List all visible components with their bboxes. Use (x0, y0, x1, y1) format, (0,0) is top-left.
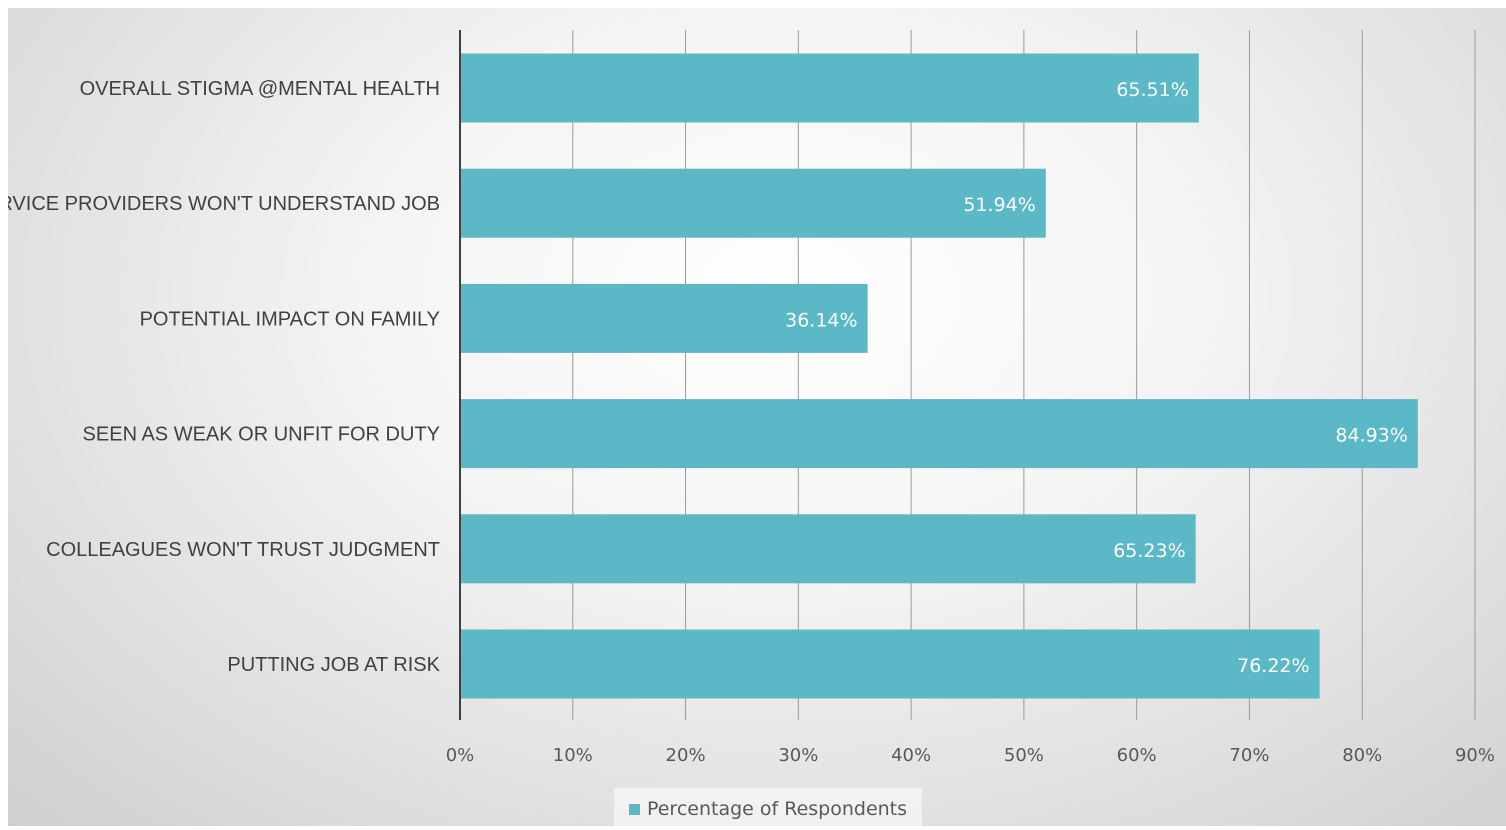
data-label: 51.94% (963, 194, 1035, 216)
data-label: 65.23% (1113, 540, 1185, 562)
x-tick-label: 90% (1455, 745, 1495, 766)
x-tick-label: 20% (666, 745, 706, 766)
bar (460, 53, 1199, 123)
category-label: SERVICE PROVIDERS WON'T UNDERSTAND JOB (8, 193, 440, 215)
bar (460, 283, 868, 353)
bar (460, 629, 1320, 699)
data-label: 36.14% (785, 309, 857, 331)
data-label: 65.51% (1116, 79, 1188, 101)
x-tick-label: 80% (1342, 745, 1382, 766)
data-label: 84.93% (1335, 425, 1407, 447)
bar (460, 399, 1418, 469)
category-label: COLLEAGUES WON'T TRUST JUDGMENT (46, 539, 440, 561)
x-tick-label: 40% (891, 745, 931, 766)
x-tick-label: 30% (778, 745, 818, 766)
x-tick-label: 10% (553, 745, 593, 766)
category-label: OVERALL STIGMA @MENTAL HEALTH (80, 78, 440, 100)
legend-label: Percentage of Respondents (646, 798, 908, 820)
bar (460, 514, 1196, 584)
bar-chart: 0% 10% 20% 30% 40% 50% 60% 70% 80% 90% OVERALL STI… (8, 30, 1495, 766)
x-tick-label: 70% (1229, 745, 1269, 766)
category-label: POTENTIAL IMPACT ON FAMILY (140, 308, 440, 330)
data-label: 76.22% (1237, 655, 1309, 677)
legend-swatch (628, 803, 640, 815)
x-tick-label: 60% (1117, 745, 1157, 766)
chart-area: 0% 10% 20% 30% 40% 50% 60% 70% 80% 90% OVERALL STI… (8, 8, 1506, 830)
category-label: PUTTING JOB AT RISK (227, 654, 440, 676)
category-label: SEEN AS WEAK OR UNFIT FOR DUTY (83, 424, 440, 446)
legend: Percentage of Respondents (614, 788, 922, 830)
bar (460, 168, 1046, 238)
x-tick-label: 0% (446, 745, 475, 766)
x-tick-label: 50% (1004, 745, 1044, 766)
